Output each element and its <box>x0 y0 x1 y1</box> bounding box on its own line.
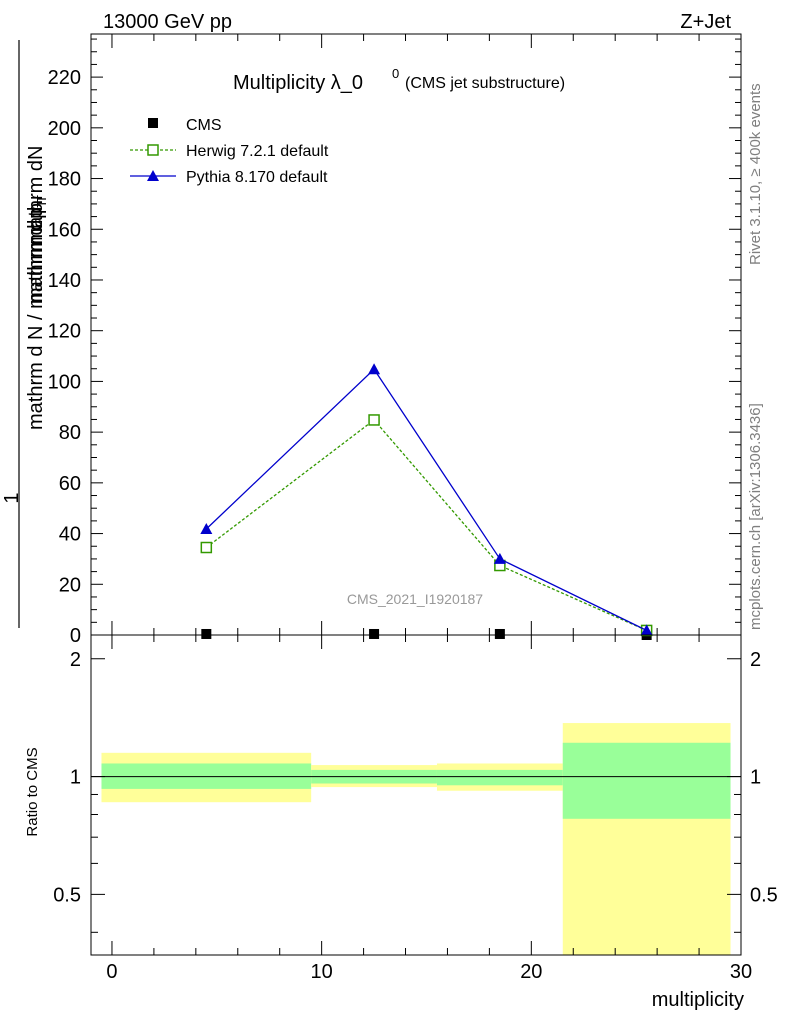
ratio-band-inner <box>436 769 563 786</box>
ratio-y-label: Ratio to CMS <box>24 747 41 836</box>
ylabel-numerator: mathrm dN <box>25 146 47 245</box>
legend-marker-herwig <box>147 144 159 156</box>
x-axis-label: multiplicity <box>652 989 744 1011</box>
cms-point <box>494 628 505 639</box>
y-tick-label: 60 <box>59 473 81 495</box>
main-panel: 0 20 40 60 80 100 120 140 160 180 200 220 Multiplic… <box>48 33 742 647</box>
y-tick-label: 140 <box>48 270 81 292</box>
watermark: CMS_2021_I1920187 <box>347 591 483 607</box>
ratio-x-ticks: 0 10 20 30 <box>106 635 752 983</box>
ratio-y-ticks: 0.5 0.5 1 1 2 2 <box>53 649 778 933</box>
main-y-ticks: 0 20 40 60 80 100 120 140 160 180 200 220 <box>48 38 741 647</box>
x-tick-label: 30 <box>730 961 752 983</box>
y-tick-label: 220 <box>48 67 81 89</box>
ratio-bands <box>101 723 731 955</box>
ratio-tick-label-left: 1 <box>70 767 81 789</box>
rivet-label: Rivet 3.1.10, ≥ 400k events <box>747 83 764 265</box>
x-tick-label: 10 <box>311 961 333 983</box>
y-tick-label: 200 <box>48 118 81 140</box>
y-tick-label: 80 <box>59 422 81 444</box>
pythia-point <box>368 363 381 375</box>
cms-point <box>369 628 380 639</box>
x-tick-label: 20 <box>520 961 542 983</box>
ratio-tick-label-left: 0.5 <box>53 884 81 906</box>
herwig-point <box>200 541 213 554</box>
y-tick-label: 20 <box>59 574 81 596</box>
ratio-tick-label-right: 2 <box>750 649 761 671</box>
chart-title-main: Multiplicity λ_0 <box>233 72 363 94</box>
energy-label: 13000 GeV pp <box>103 11 232 33</box>
pythia-point <box>640 624 653 636</box>
y-tick-label: 100 <box>48 371 81 393</box>
chart-title-sup: 0 <box>392 66 399 81</box>
ylabel-one: 1 <box>1 492 23 503</box>
y-tick-label: 160 <box>48 219 81 241</box>
y-tick-label: 0 <box>70 625 81 647</box>
pythia-point <box>493 552 506 564</box>
ratio-band-inner <box>562 742 731 819</box>
x-tick-label: 0 <box>106 961 117 983</box>
herwig-point <box>368 414 380 426</box>
legend-label-herwig: Herwig 7.2.1 default <box>186 143 329 160</box>
cms-point <box>201 628 212 639</box>
ylabel-denominator-2: mathrm d pT <box>25 195 49 304</box>
series-line <box>205 419 647 632</box>
ylabel-denominator: mathrm d N / mathrm d pT <box>25 200 49 430</box>
main-series <box>200 363 653 640</box>
legend-marker-pythia <box>147 170 159 181</box>
ratio-tick-label-left: 2 <box>70 649 81 671</box>
chart-title-sub: (CMS jet substructure) <box>405 75 565 92</box>
pythia-point <box>200 523 213 535</box>
legend: CMS Herwig 7.2.1 default Pythia 8.170 de… <box>130 117 329 186</box>
main-y-label: 1 mathrm dN mathrm d N / mathrm d pT mat… <box>1 40 49 628</box>
process-label: Z+Jet <box>680 11 731 33</box>
ratio-frame <box>90 634 742 956</box>
legend-label-cms: CMS <box>186 117 222 134</box>
mcplots-label: mcplots.cern.ch [arXiv:1306.3436] <box>747 403 764 630</box>
y-tick-label: 120 <box>48 321 81 343</box>
legend-marker-cms <box>148 118 158 128</box>
series-line <box>205 368 647 632</box>
ratio-panel: 0.5 0.5 1 1 2 2 0 10 20 30 <box>53 634 778 983</box>
y-tick-label: 40 <box>59 524 81 546</box>
y-tick-label: 180 <box>48 169 81 191</box>
ratio-tick-label-right: 0.5 <box>750 884 778 906</box>
ratio-tick-label-right: 1 <box>750 767 761 789</box>
legend-label-pythia: Pythia 8.170 default <box>186 169 328 186</box>
